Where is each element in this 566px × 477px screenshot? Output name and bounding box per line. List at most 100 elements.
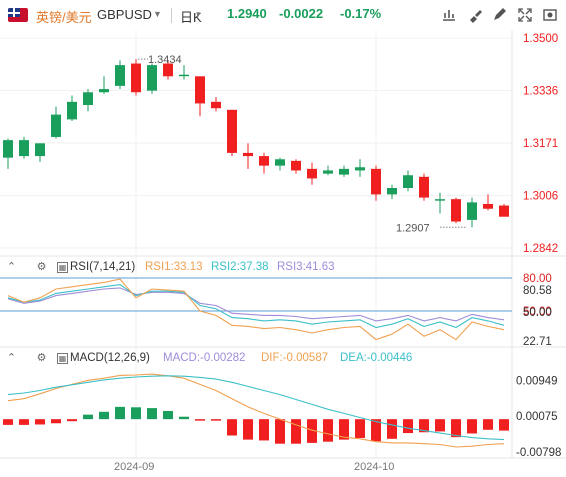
date-tick-label: 2024-09 xyxy=(114,461,154,473)
screenshot-icon[interactable] xyxy=(542,7,558,23)
candle-body xyxy=(131,63,141,93)
macd-histogram-bar xyxy=(259,419,269,441)
macd-value: MACD:-0.00282 xyxy=(163,352,246,364)
candle-body xyxy=(451,199,461,222)
low-price-label: 1.2907 xyxy=(396,222,430,234)
price-change: -0.0022 xyxy=(279,6,324,21)
period-dropdown-icon[interactable]: ▾ xyxy=(196,9,201,19)
macd-histogram-bar xyxy=(419,419,429,433)
brush-icon[interactable] xyxy=(467,7,483,23)
price-annotations: 1.3434 1.2907 xyxy=(138,54,466,234)
macd-histogram-bar xyxy=(435,419,445,432)
macd-histogram-bar xyxy=(275,419,285,444)
macd-histogram-bar xyxy=(195,419,205,421)
chart-settings-icon[interactable] xyxy=(441,7,457,23)
candle-body xyxy=(115,65,125,86)
dea-line xyxy=(7,375,505,441)
last-price: 1.2940 xyxy=(227,6,267,21)
macd-histogram-bar xyxy=(227,419,237,436)
candle-body xyxy=(355,167,365,171)
macd-histogram-bar xyxy=(131,407,141,420)
macd-tick-label: 0.00949 xyxy=(516,375,558,387)
macd-histogram-bar xyxy=(51,419,61,424)
macd-tick-label: -0.00798 xyxy=(516,447,561,459)
candle-body xyxy=(179,74,189,77)
macd-histogram-bar xyxy=(99,411,109,420)
candle-body xyxy=(211,101,221,109)
candle-body xyxy=(371,168,381,195)
macd-pane: 0.00949 0.00075 -0.00798 xyxy=(3,373,561,459)
macd-histogram-bar xyxy=(211,419,221,421)
candle-body xyxy=(3,140,13,158)
candle-body xyxy=(67,101,77,120)
macd-histogram-bar xyxy=(451,419,461,438)
macd-histogram-bar xyxy=(499,419,509,431)
candle-body xyxy=(227,109,237,153)
symbol-dropdown-icon[interactable]: ▼ xyxy=(153,9,162,19)
price-tick-label: 1.3006 xyxy=(523,191,558,203)
macd-histogram-bar xyxy=(3,419,13,425)
candle-body xyxy=(259,156,269,166)
macd-histogram-bar xyxy=(323,419,333,442)
candle-body xyxy=(163,63,173,77)
settings-gear-icon[interactable]: ⚙ xyxy=(36,261,47,273)
rsi-name: RSI(7,14,21) xyxy=(70,261,136,273)
macd-histogram-bar xyxy=(355,419,365,438)
uk-flag-icon xyxy=(8,8,28,22)
macd-histogram-bar xyxy=(147,408,157,420)
price-tick-label: 1.3500 xyxy=(523,33,558,45)
rsi-tick-label: 22.71 xyxy=(523,336,552,348)
macd-histogram-bar xyxy=(115,406,125,420)
symbol-name[interactable]: 英镑/美元 xyxy=(36,10,92,25)
candle-body xyxy=(19,140,29,157)
high-price-label: 1.3434 xyxy=(148,54,182,66)
chart-toolbar: 英镑/美元 GBPUSD ▼ 日K ▾ 1.2940 -0.0022 -0.17… xyxy=(0,0,566,30)
macd-histogram-bar xyxy=(179,416,189,420)
macd-histogram-bar xyxy=(387,419,397,439)
dif-line xyxy=(7,373,505,448)
macd-histogram-bar xyxy=(467,419,477,434)
symbol-code[interactable]: GBPUSD xyxy=(97,7,152,22)
candle-body xyxy=(483,203,493,209)
macd-tick-label: 0.00075 xyxy=(516,411,558,423)
macd-histogram-bar xyxy=(67,419,77,422)
period-selector[interactable]: 日K xyxy=(180,10,202,25)
candle-body xyxy=(51,114,61,137)
settings-gear-icon[interactable]: ⚙ xyxy=(36,352,47,364)
price-tick-label: 1.2842 xyxy=(523,243,558,255)
candle-body xyxy=(323,170,333,174)
rsi3-line xyxy=(7,287,505,322)
candle-body xyxy=(435,199,445,201)
price-tick-label: 1.3336 xyxy=(523,85,558,97)
drawing-tool-icon[interactable] xyxy=(491,7,507,23)
rsi1-line xyxy=(7,278,505,341)
candle-body xyxy=(467,202,477,220)
rsi1-value: RSI1:33.13 xyxy=(145,261,203,273)
indicator-menu-icon[interactable]: ▦ xyxy=(57,353,68,364)
indicator-menu-icon[interactable]: ▦ xyxy=(57,262,68,273)
candle-body xyxy=(243,152,253,157)
rsi-tick-label: 50.00 xyxy=(523,307,552,319)
rsi2-line xyxy=(7,284,505,329)
candles-layer xyxy=(3,59,509,228)
macd-histogram-bar xyxy=(83,414,93,420)
macd-histogram-bar xyxy=(291,419,301,444)
candle-body xyxy=(499,205,509,217)
macd-histogram-bar xyxy=(35,419,45,425)
rsi-tick-label: 80.58 xyxy=(523,285,552,297)
macd-histogram-bar xyxy=(307,419,317,443)
collapse-icon[interactable]: ⌃ xyxy=(6,261,17,273)
rsi-tick-label: 50.00 xyxy=(523,306,552,318)
candle-body xyxy=(275,159,285,166)
rsi3-value: RSI3:41.63 xyxy=(277,261,335,273)
candle-body xyxy=(83,92,93,106)
candle-body xyxy=(387,188,397,195)
macd-histogram-bar xyxy=(403,419,413,434)
fullscreen-icon[interactable] xyxy=(517,7,533,23)
collapse-icon[interactable]: ⌃ xyxy=(6,352,17,364)
date-axis: 2024-09 2024-10 xyxy=(114,461,394,473)
macd-name: MACD(12,26,9) xyxy=(70,352,150,364)
price-change-percent: -0.17% xyxy=(340,6,382,21)
